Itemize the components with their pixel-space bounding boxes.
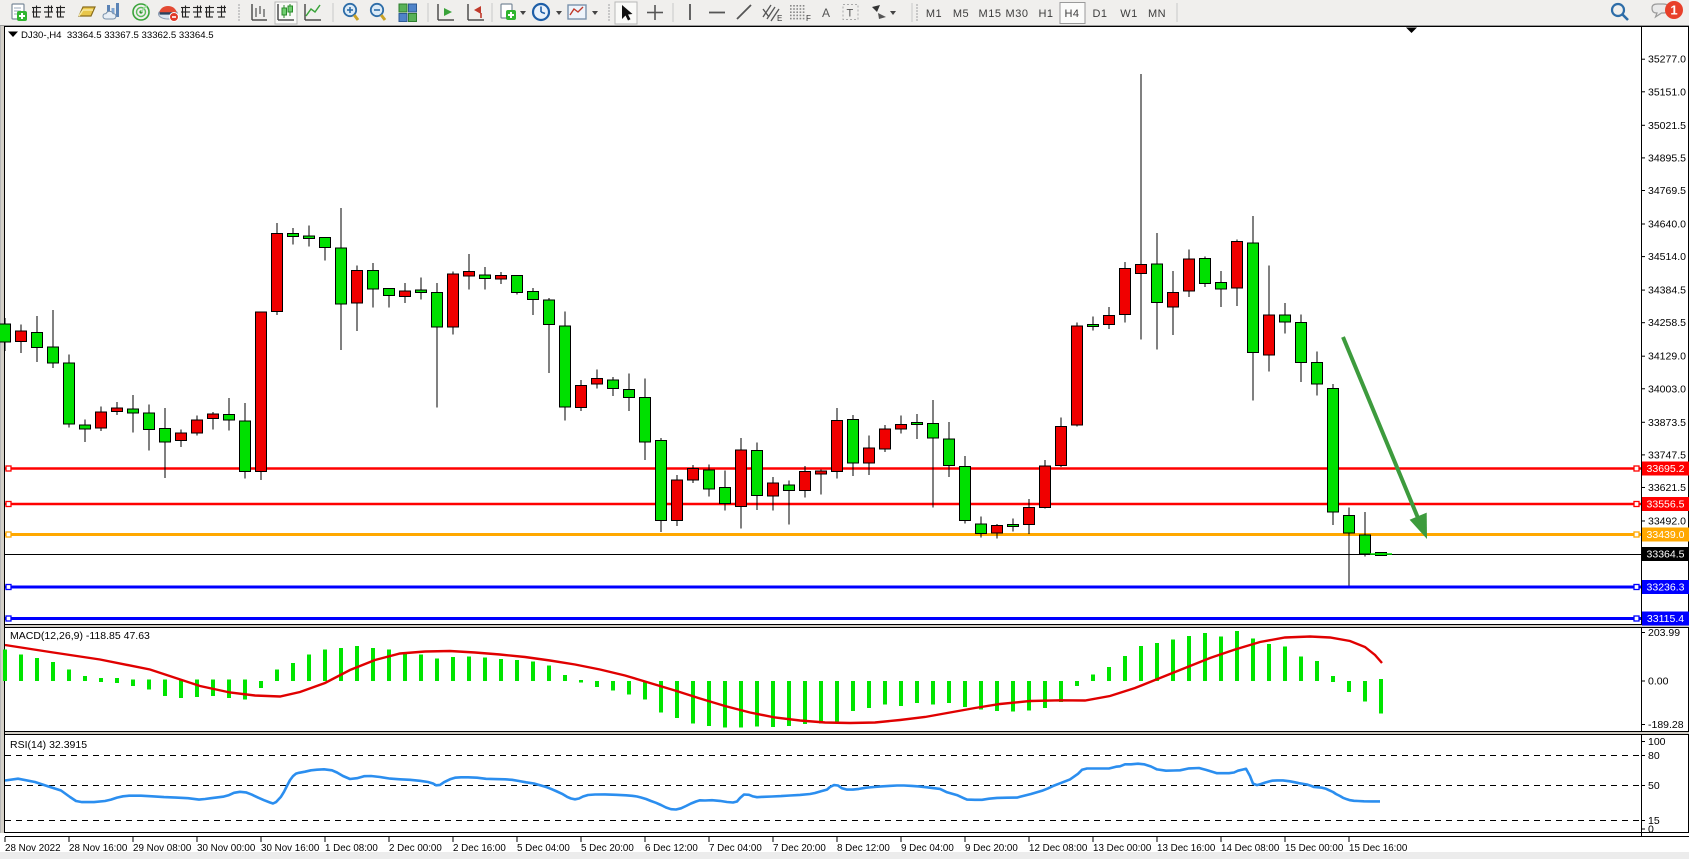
svg-text:15: 15 bbox=[1648, 815, 1660, 827]
svg-text:5 Dec 04:00: 5 Dec 04:00 bbox=[517, 843, 570, 854]
svg-text:34895.5: 34895.5 bbox=[1648, 152, 1686, 164]
svg-text:2 Dec 16:00: 2 Dec 16:00 bbox=[453, 843, 506, 854]
svg-text:33439.0: 33439.0 bbox=[1647, 529, 1685, 541]
svg-text:0.00: 0.00 bbox=[1648, 676, 1669, 688]
svg-text:M1: M1 bbox=[926, 8, 942, 20]
svg-text:14 Dec 08:00: 14 Dec 08:00 bbox=[1221, 843, 1280, 854]
svg-text:13 Dec 16:00: 13 Dec 16:00 bbox=[1157, 843, 1216, 854]
svg-text:RSI(14) 32.3915: RSI(14) 32.3915 bbox=[10, 739, 87, 751]
svg-text:34129.0: 34129.0 bbox=[1648, 351, 1686, 363]
svg-text:33695.2: 33695.2 bbox=[1647, 463, 1685, 475]
svg-text:30 Nov 16:00: 30 Nov 16:00 bbox=[261, 843, 320, 854]
svg-text:DJ30-,H4 33364.5 33367.5 3336: DJ30-,H4 33364.5 33367.5 33362.5 33364.5 bbox=[21, 30, 214, 41]
svg-text:2 Dec 00:00: 2 Dec 00:00 bbox=[389, 843, 442, 854]
svg-text:A: A bbox=[822, 6, 830, 20]
svg-text:T: T bbox=[847, 8, 854, 20]
svg-text:D1: D1 bbox=[1092, 8, 1107, 20]
svg-text:1 Dec 08:00: 1 Dec 08:00 bbox=[325, 843, 378, 854]
svg-text:34003.0: 34003.0 bbox=[1648, 383, 1686, 395]
svg-text:1: 1 bbox=[1670, 3, 1677, 18]
svg-text:33556.5: 33556.5 bbox=[1647, 499, 1685, 511]
svg-text:M5: M5 bbox=[953, 8, 969, 20]
svg-text:H4: H4 bbox=[1064, 8, 1079, 20]
svg-text:E: E bbox=[777, 14, 782, 23]
svg-text:35021.5: 35021.5 bbox=[1648, 120, 1686, 132]
svg-text:H1: H1 bbox=[1038, 8, 1053, 20]
svg-text:33492.0: 33492.0 bbox=[1648, 515, 1686, 527]
svg-text:13 Dec 00:00: 13 Dec 00:00 bbox=[1093, 843, 1152, 854]
svg-text:34514.0: 34514.0 bbox=[1648, 251, 1686, 263]
svg-text:MACD(12,26,9) -118.85 47.63: MACD(12,26,9) -118.85 47.63 bbox=[10, 630, 150, 642]
svg-text:33236.3: 33236.3 bbox=[1647, 582, 1685, 594]
svg-text:34258.5: 34258.5 bbox=[1648, 317, 1686, 329]
svg-text:100: 100 bbox=[1648, 736, 1666, 748]
svg-text:5 Dec 20:00: 5 Dec 20:00 bbox=[581, 843, 634, 854]
svg-text:F: F bbox=[806, 14, 811, 23]
svg-text:M15: M15 bbox=[979, 8, 1002, 20]
svg-text:35277.0: 35277.0 bbox=[1648, 54, 1686, 66]
svg-text:0: 0 bbox=[1648, 824, 1654, 836]
svg-text:15 Dec 16:00: 15 Dec 16:00 bbox=[1349, 843, 1408, 854]
svg-text:M30: M30 bbox=[1006, 8, 1029, 20]
svg-text:33115.4: 33115.4 bbox=[1647, 613, 1684, 625]
svg-text:-189.28: -189.28 bbox=[1648, 719, 1684, 731]
svg-text:33747.5: 33747.5 bbox=[1648, 449, 1686, 461]
svg-text:34769.5: 34769.5 bbox=[1648, 185, 1686, 197]
svg-text:30 Nov 00:00: 30 Nov 00:00 bbox=[197, 843, 256, 854]
svg-text:33873.5: 33873.5 bbox=[1648, 417, 1686, 429]
svg-text:33621.5: 33621.5 bbox=[1648, 482, 1686, 494]
svg-text:34640.0: 34640.0 bbox=[1648, 218, 1686, 230]
svg-text:33364.5: 33364.5 bbox=[1647, 549, 1685, 561]
svg-text:12 Dec 08:00: 12 Dec 08:00 bbox=[1029, 843, 1088, 854]
svg-text:9 Dec 20:00: 9 Dec 20:00 bbox=[965, 843, 1018, 854]
svg-text:8 Dec 12:00: 8 Dec 12:00 bbox=[837, 843, 890, 854]
svg-text:80: 80 bbox=[1648, 750, 1660, 762]
svg-text:34384.5: 34384.5 bbox=[1648, 285, 1686, 297]
svg-text:6 Dec 12:00: 6 Dec 12:00 bbox=[645, 843, 698, 854]
svg-text:35151.0: 35151.0 bbox=[1648, 86, 1686, 98]
svg-text:7 Dec 04:00: 7 Dec 04:00 bbox=[709, 843, 762, 854]
svg-text:203.99: 203.99 bbox=[1648, 627, 1680, 639]
svg-text:50: 50 bbox=[1648, 780, 1660, 792]
svg-text:29 Nov 08:00: 29 Nov 08:00 bbox=[133, 843, 192, 854]
svg-text:7 Dec 20:00: 7 Dec 20:00 bbox=[773, 843, 826, 854]
svg-text:9 Dec 04:00: 9 Dec 04:00 bbox=[901, 843, 954, 854]
svg-text:MN: MN bbox=[1148, 8, 1166, 20]
svg-text:W1: W1 bbox=[1120, 8, 1138, 20]
svg-text:28 Nov 2022: 28 Nov 2022 bbox=[5, 843, 61, 854]
svg-text:28 Nov 16:00: 28 Nov 16:00 bbox=[69, 843, 128, 854]
svg-text:15 Dec 00:00: 15 Dec 00:00 bbox=[1285, 843, 1344, 854]
